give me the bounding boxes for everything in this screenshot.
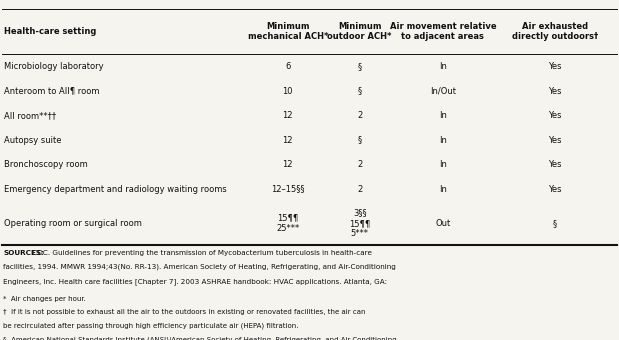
Text: be recirculated after passing through high efficiency particulate air (HEPA) fil: be recirculated after passing through hi… <box>3 323 298 329</box>
Text: AII room**††: AII room**†† <box>4 111 56 120</box>
Text: Minimum
outdoor ACH*: Minimum outdoor ACH* <box>327 22 392 41</box>
Text: §: § <box>358 87 361 96</box>
Text: Engineers, Inc. Health care facilities [Chapter 7]. 2003 ASHRAE handbook: HVAC a: Engineers, Inc. Health care facilities [… <box>3 278 387 285</box>
Text: In: In <box>439 160 447 169</box>
Text: Yes: Yes <box>548 136 561 144</box>
Text: Autopsy suite: Autopsy suite <box>4 136 62 144</box>
Text: facilities, 1994. MMWR 1994;43(No. RR-13). American Society of Heating, Refriger: facilities, 1994. MMWR 1994;43(No. RR-13… <box>3 264 396 270</box>
Text: 15¶¶
25***: 15¶¶ 25*** <box>276 214 300 233</box>
Text: §: § <box>358 62 361 71</box>
Text: Out: Out <box>435 219 451 228</box>
Text: Bronchoscopy room: Bronchoscopy room <box>4 160 88 169</box>
Text: In: In <box>439 62 447 71</box>
Text: §: § <box>358 136 361 144</box>
Text: †  If it is not possible to exhaust all the air to the outdoors in existing or r: † If it is not possible to exhaust all t… <box>3 309 366 316</box>
Text: 12: 12 <box>283 136 293 144</box>
Text: 12: 12 <box>283 160 293 169</box>
Text: SOURCES:: SOURCES: <box>3 250 44 256</box>
Text: Yes: Yes <box>548 111 561 120</box>
Text: Minimum
mechanical ACH*: Minimum mechanical ACH* <box>248 22 328 41</box>
Text: *  Air changes per hour.: * Air changes per hour. <box>3 296 86 302</box>
Text: Microbiology laboratory: Microbiology laboratory <box>4 62 104 71</box>
Text: 10: 10 <box>283 87 293 96</box>
Text: Operating room or surgical room: Operating room or surgical room <box>4 219 142 228</box>
Text: Yes: Yes <box>548 160 561 169</box>
Text: In: In <box>439 185 447 193</box>
Text: 6: 6 <box>285 62 290 71</box>
Text: 12: 12 <box>283 111 293 120</box>
Text: Anteroom to AII¶ room: Anteroom to AII¶ room <box>4 87 100 96</box>
Text: CDC. Guidelines for preventing the transmission of Mycobacterium tuberculosis in: CDC. Guidelines for preventing the trans… <box>30 250 372 256</box>
Text: Air exhausted
directly outdoors†: Air exhausted directly outdoors† <box>512 22 598 41</box>
Text: 2: 2 <box>357 160 362 169</box>
Text: Yes: Yes <box>548 185 561 193</box>
Text: Health-care setting: Health-care setting <box>4 27 97 36</box>
Text: In/Out: In/Out <box>430 87 456 96</box>
Text: 3§§
15¶¶
5***: 3§§ 15¶¶ 5*** <box>349 208 370 238</box>
Text: §: § <box>553 219 557 228</box>
Text: Yes: Yes <box>548 87 561 96</box>
Text: 2: 2 <box>357 111 362 120</box>
Text: §  American National Standards Institute (ANSI)/American Society of Heating, Ref: § American National Standards Institute … <box>3 337 397 340</box>
Text: In: In <box>439 136 447 144</box>
Text: 2: 2 <box>357 185 362 193</box>
Text: Emergency department and radiology waiting rooms: Emergency department and radiology waiti… <box>4 185 227 193</box>
Text: 12–15§§: 12–15§§ <box>271 185 305 193</box>
Text: Yes: Yes <box>548 62 561 71</box>
Text: In: In <box>439 111 447 120</box>
Text: Air movement relative
to adjacent areas: Air movement relative to adjacent areas <box>389 22 496 41</box>
